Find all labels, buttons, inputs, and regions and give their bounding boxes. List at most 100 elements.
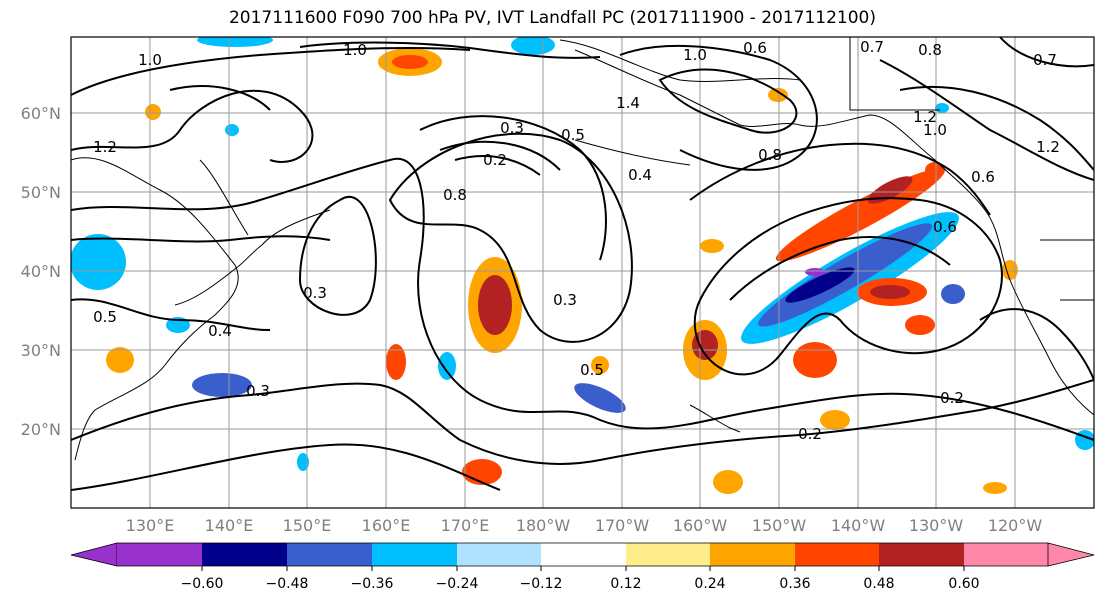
contour-label: 0.5 xyxy=(93,308,117,326)
contour-label: 0.6 xyxy=(933,218,957,236)
contour-label: 0.2 xyxy=(940,389,964,407)
lon-label: 150°W xyxy=(752,516,807,535)
contour-line xyxy=(169,85,271,111)
negative-anomaly-region xyxy=(574,383,626,413)
negative-anomaly-region xyxy=(197,37,273,47)
contour-line xyxy=(71,89,314,163)
colorbar-tick-label: −0.36 xyxy=(351,576,394,592)
contour-label: 1.4 xyxy=(616,94,640,112)
contour-label: 0.3 xyxy=(303,284,327,302)
hawaii-coastline xyxy=(689,404,741,433)
contour-line xyxy=(298,196,377,316)
map-frame xyxy=(70,36,1095,509)
contour-line xyxy=(299,41,601,59)
colorbar-ticks xyxy=(201,566,965,571)
contour-line xyxy=(693,197,1003,376)
colorbar-tick-label: −0.48 xyxy=(266,576,309,592)
lon-label: 160°W xyxy=(673,516,728,535)
contour-label: 0.3 xyxy=(246,382,270,400)
contour-line xyxy=(658,68,798,134)
contour-line xyxy=(71,443,501,491)
negative-anomaly-region xyxy=(935,103,949,113)
latitude-labels: 60°N 50°N 40°N 30°N 20°N xyxy=(21,104,61,439)
lon-label: 120°W xyxy=(988,516,1043,535)
contour-label: 0.6 xyxy=(743,39,767,57)
graticule xyxy=(71,37,1094,508)
negative-anomaly-region xyxy=(438,352,456,380)
positive-anomaly-region xyxy=(713,470,743,494)
colorbar-cell xyxy=(202,543,287,566)
contour-label: 0.3 xyxy=(500,119,524,137)
aleutian-islands-coastline xyxy=(574,139,691,166)
contour-line xyxy=(419,115,607,261)
border-line xyxy=(849,37,940,111)
colorbar-cell xyxy=(541,543,626,566)
colorbar-tick-label: −0.12 xyxy=(520,576,563,592)
positive-anomaly-region xyxy=(793,342,837,378)
contour-line xyxy=(71,379,1094,465)
contour-label: 0.4 xyxy=(208,322,232,340)
contour-line xyxy=(619,44,818,171)
positive-anomaly-region xyxy=(1002,260,1018,280)
positive-anomaly-core xyxy=(870,285,910,299)
colorbar-tick-label: 0.48 xyxy=(863,576,894,592)
colorbar-cell xyxy=(287,543,372,566)
positive-anomaly-region xyxy=(768,88,788,102)
colorbar-cell xyxy=(372,543,457,566)
contour-label: 1.2 xyxy=(93,138,117,156)
contour-label: 0.2 xyxy=(798,425,822,443)
contour-label: 1.0 xyxy=(923,121,947,139)
contour-line xyxy=(689,142,991,216)
contour-label: 1.0 xyxy=(138,51,162,69)
lon-label: 170°E xyxy=(441,516,490,535)
contour-line xyxy=(388,132,633,343)
contour-line xyxy=(454,154,541,176)
contour-line xyxy=(71,46,471,96)
positive-anomaly-region xyxy=(700,239,724,253)
positive-anomaly-region xyxy=(106,347,134,373)
contour-label: 1.0 xyxy=(343,41,367,59)
lon-label: 180°W xyxy=(516,516,571,535)
colorbar-extend-high xyxy=(1047,542,1095,567)
contour-label: 0.8 xyxy=(918,41,942,59)
negative-anomaly-region xyxy=(297,453,309,471)
north-america-coastline xyxy=(574,49,1094,416)
positive-anomaly-region xyxy=(591,356,609,374)
lat-label: 60°N xyxy=(21,104,61,123)
colorbar-cell xyxy=(710,543,795,566)
state-borders xyxy=(1040,239,1094,301)
negative-anomaly-extreme xyxy=(805,268,825,276)
lon-label: 130°W xyxy=(909,516,964,535)
positive-anomaly-region xyxy=(925,162,945,178)
contour-line xyxy=(879,59,1094,181)
negative-anomaly-region xyxy=(511,37,555,55)
negative-anomaly-region xyxy=(225,124,239,136)
positive-anomaly-region xyxy=(905,315,935,335)
contour-label: 0.8 xyxy=(443,186,467,204)
negative-anomaly-region xyxy=(192,373,252,397)
positive-anomaly-core xyxy=(478,275,512,335)
colorbar-cell xyxy=(457,543,541,566)
contour-label: 0.6 xyxy=(971,168,995,186)
lon-label: 170°W xyxy=(595,516,650,535)
contour-line xyxy=(999,37,1094,68)
colorbar: −0.60 −0.48 −0.36 −0.24 −0.12 0.12 0.24 … xyxy=(70,542,1095,592)
negative-anomaly-region xyxy=(71,234,126,290)
contour-label: 0.8 xyxy=(758,146,782,164)
colorbar-cell xyxy=(117,543,202,566)
lon-label: 130°E xyxy=(126,516,175,535)
lon-label: 150°E xyxy=(283,516,332,535)
contour-line xyxy=(439,140,561,171)
positive-anomaly-core xyxy=(867,176,913,204)
colorbar-tick-label: −0.24 xyxy=(436,576,479,592)
alaska-coastline xyxy=(559,39,801,82)
positive-anomaly-region xyxy=(820,410,850,430)
chart-title: 2017111600 F090 700 hPa PV, IVT Landfall… xyxy=(228,8,876,28)
contour-label: 1.2 xyxy=(913,108,937,126)
contour-line xyxy=(71,157,1094,441)
contour-label: 0.2 xyxy=(483,151,507,169)
lon-label: 140°E xyxy=(205,516,254,535)
positive-anomaly-region xyxy=(145,104,161,120)
colorbar-extend-low xyxy=(70,542,118,567)
japan-coastline xyxy=(174,244,263,306)
